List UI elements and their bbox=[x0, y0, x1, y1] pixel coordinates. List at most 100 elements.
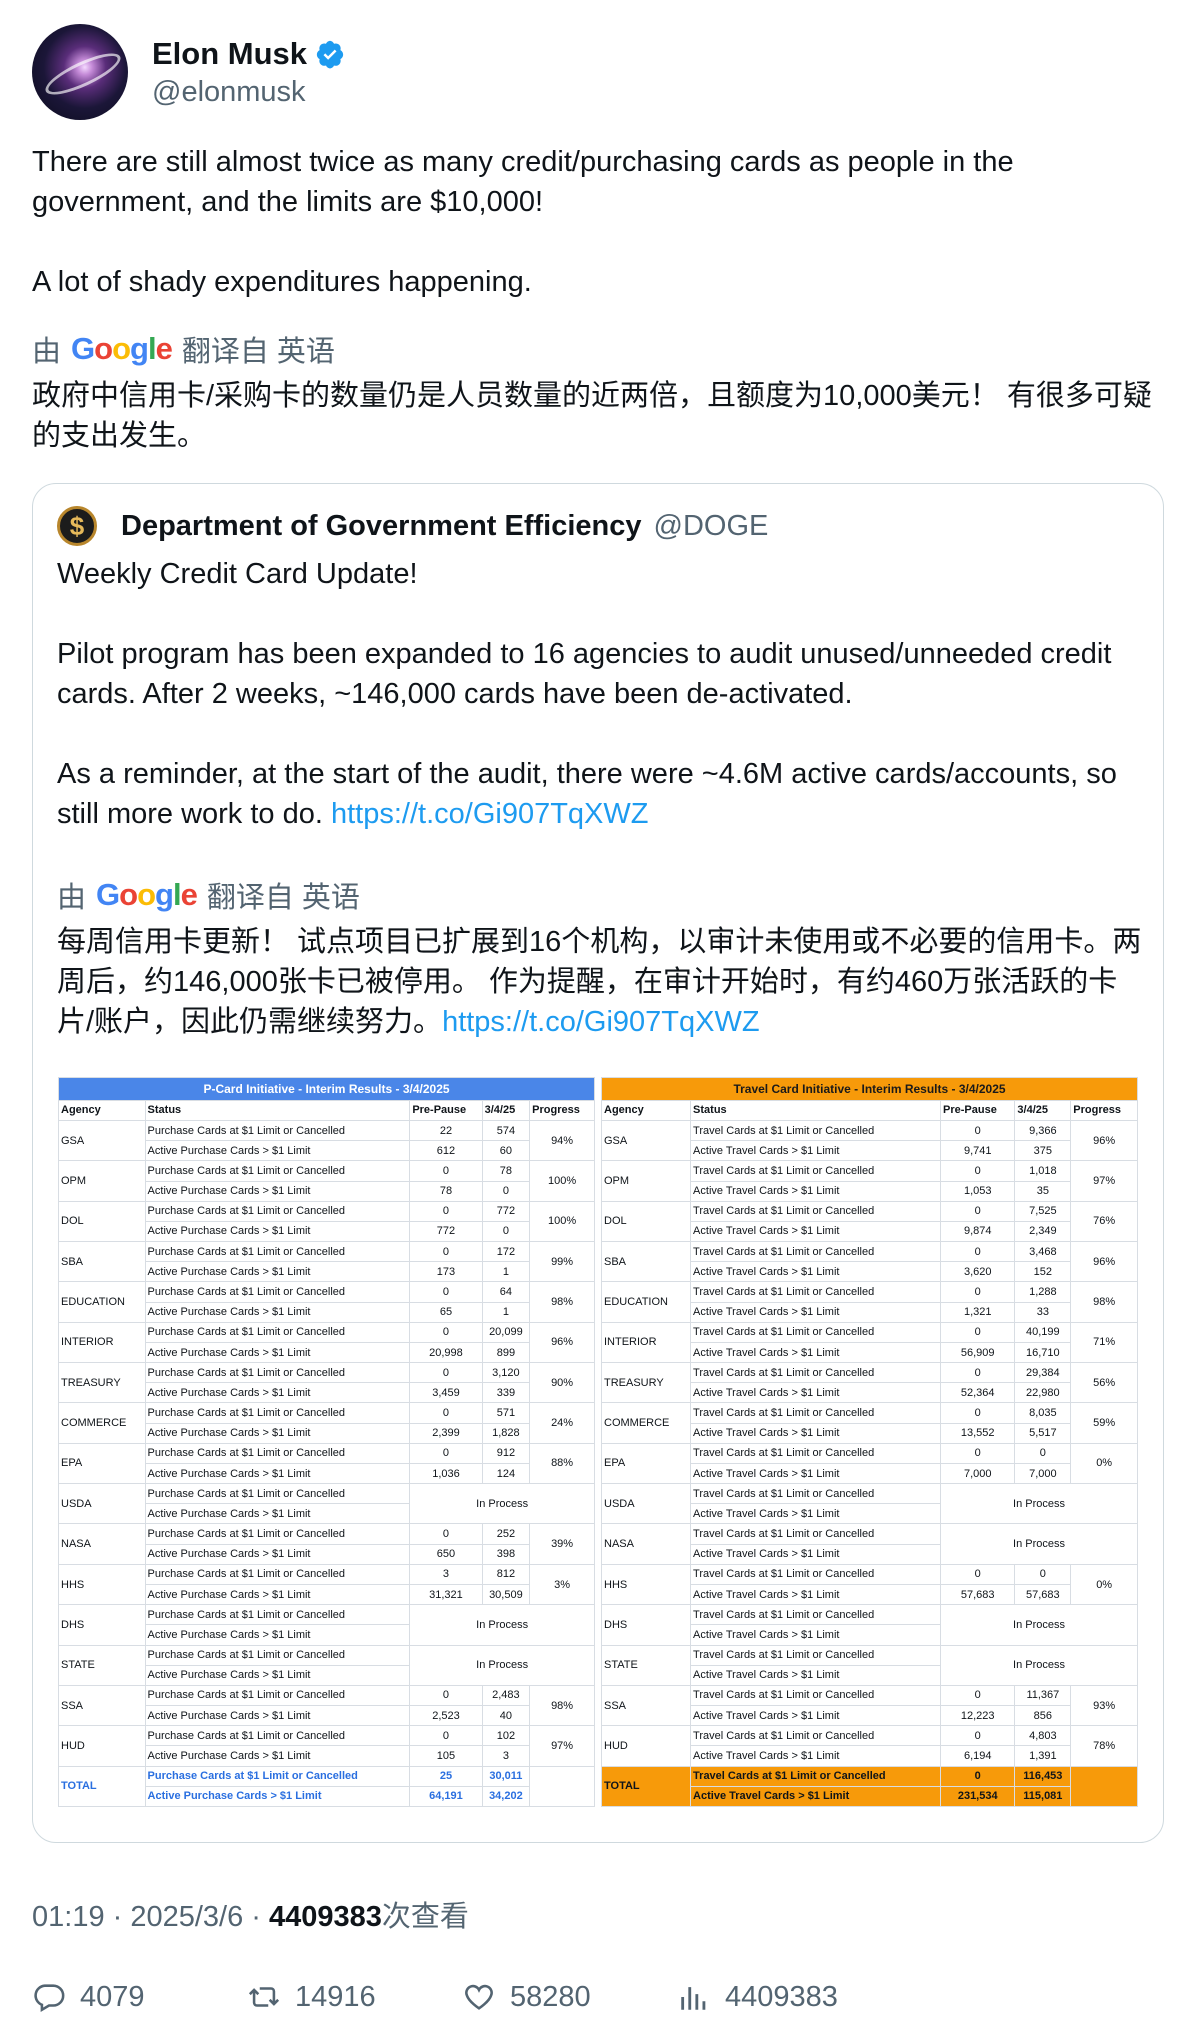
current-cell: 571 bbox=[481, 1402, 531, 1424]
table-row: COMMERCE Purchase Cards at $1 Limit or Ca… bbox=[58, 1402, 595, 1444]
status-cell: Active Purchase Cards > $1 Limit bbox=[144, 1664, 411, 1686]
table-row: DHS Travel Cards at $1 Limit or Cancelled… bbox=[600, 1604, 1138, 1646]
agency-cell: EPA bbox=[600, 1442, 692, 1485]
table-row: NASA Purchase Cards at $1 Limit or Cancel… bbox=[58, 1523, 595, 1565]
current-cell: 9,366 bbox=[1014, 1120, 1072, 1142]
current-cell: 0 bbox=[1014, 1563, 1072, 1586]
agency-cell: STATE bbox=[58, 1644, 146, 1686]
status-cell: Active Purchase Cards > $1 Limit bbox=[144, 1462, 411, 1485]
status-cell: Active Purchase Cards > $1 Limit bbox=[144, 1220, 411, 1243]
column-header: 3/4/25 bbox=[1014, 1099, 1072, 1122]
column-header: Status bbox=[144, 1099, 411, 1122]
table-row: Active Travel Cards > $1 Limit 13,552 5,51… bbox=[602, 1422, 1138, 1444]
progress-cell: 96% bbox=[529, 1321, 595, 1364]
progress-cell: 56% bbox=[1070, 1362, 1138, 1404]
status-cell: Purchase Cards at $1 Limit or Cancelled bbox=[144, 1281, 411, 1303]
pre-pause-cell: 0 bbox=[940, 1241, 1016, 1263]
status-cell: Purchase Cards at $1 Limit or Cancelled bbox=[144, 1644, 411, 1666]
status-cell: Purchase Cards at $1 Limit or Cancelled bbox=[144, 1604, 411, 1626]
pre-pause-cell: 20,998 bbox=[409, 1341, 483, 1364]
total-status: Travel Cards at $1 Limit or Cancelled bbox=[690, 1765, 942, 1787]
retweet-button[interactable]: 14916 bbox=[247, 1980, 462, 2014]
total-value: 115,081 bbox=[1014, 1785, 1072, 1808]
author-name[interactable]: Elon Musk bbox=[152, 35, 308, 71]
retweet-count: 14916 bbox=[295, 1980, 376, 2013]
current-cell: 3,468 bbox=[1014, 1241, 1072, 1263]
doge-avatar-icon[interactable]: $ bbox=[57, 506, 97, 546]
pre-pause-cell: 65 bbox=[409, 1301, 483, 1323]
current-cell: 40 bbox=[481, 1705, 531, 1727]
table-row: Active Purchase Cards > $1 Limit 612 60 bbox=[59, 1140, 595, 1162]
author-handle[interactable]: @elonmusk bbox=[152, 75, 306, 108]
status-cell: Active Travel Cards > $1 Limit bbox=[690, 1462, 942, 1485]
agency-cell: HHS bbox=[58, 1563, 146, 1606]
avatar[interactable] bbox=[32, 24, 128, 120]
current-cell: 0 bbox=[481, 1220, 531, 1243]
tweet-meta: 01:19 · 2025/3/6 · 4409383次查看 bbox=[32, 1893, 469, 1935]
table-row: HHS Travel Cards at $1 Limit or Cancelled… bbox=[600, 1563, 1138, 1606]
status-cell: Active Purchase Cards > $1 Limit bbox=[144, 1422, 411, 1444]
progress-cell: 100% bbox=[529, 1160, 595, 1202]
current-cell: 1,828 bbox=[481, 1422, 531, 1444]
total-empty bbox=[529, 1765, 595, 1808]
pre-pause-cell: 0 bbox=[940, 1442, 1016, 1464]
current-cell: 40,199 bbox=[1014, 1321, 1072, 1343]
pre-pause-cell: 0 bbox=[409, 1523, 483, 1545]
agency-cell: COMMERCE bbox=[600, 1402, 692, 1444]
pre-pause-cell: 0 bbox=[409, 1160, 483, 1182]
column-header: Pre-Pause bbox=[409, 1099, 483, 1122]
table-row: USDA Travel Cards at $1 Limit or Cancelle… bbox=[600, 1483, 1138, 1525]
status-cell: Travel Cards at $1 Limit or Cancelled bbox=[690, 1644, 942, 1666]
table-row: Active Purchase Cards > $1 Limit 65 1 bbox=[59, 1301, 595, 1323]
agency-cell: DHS bbox=[58, 1604, 146, 1646]
action-bar: 4079 14916 58280 4409383 bbox=[32, 1980, 1162, 2014]
table-row: OPM Purchase Cards at $1 Limit or Cancell… bbox=[58, 1160, 595, 1202]
quote-link[interactable]: https://t.co/Gi907TqXWZ bbox=[330, 798, 649, 830]
agency-cell: TREASURY bbox=[58, 1362, 146, 1404]
current-cell: 912 bbox=[481, 1442, 531, 1464]
table-row: INTERIOR Travel Cards at $1 Limit or Canc… bbox=[600, 1321, 1138, 1364]
status-cell: Purchase Cards at $1 Limit or Cancelled bbox=[144, 1442, 411, 1464]
column-header: Agency bbox=[600, 1099, 692, 1122]
agency-cell: INTERIOR bbox=[58, 1321, 146, 1364]
in-process-cell: In Process bbox=[940, 1483, 1138, 1525]
translated-by-suffix: 翻译自 英语 bbox=[181, 336, 335, 368]
status-cell: Active Purchase Cards > $1 Limit bbox=[144, 1341, 411, 1364]
quote-author-handle: @DOGE bbox=[653, 509, 769, 542]
pre-pause-cell: 2,399 bbox=[409, 1422, 483, 1444]
status-cell: Active Travel Cards > $1 Limit bbox=[690, 1745, 942, 1767]
reply-button[interactable]: 4079 bbox=[32, 1980, 247, 2014]
pre-pause-cell: 0 bbox=[940, 1160, 1016, 1182]
progress-cell: 99% bbox=[529, 1241, 595, 1283]
status-cell: Active Travel Cards > $1 Limit bbox=[690, 1705, 942, 1727]
current-cell: 8,035 bbox=[1014, 1402, 1072, 1424]
status-cell: Travel Cards at $1 Limit or Cancelled bbox=[690, 1120, 942, 1142]
translated-by: 由 Google 翻译自 英语 bbox=[32, 328, 335, 370]
table-row: SBA Travel Cards at $1 Limit or Cancelled… bbox=[600, 1241, 1138, 1283]
quoted-tweet[interactable]: $ Department of Government Efficiency @D… bbox=[32, 483, 1164, 1843]
pre-pause-cell: 3,620 bbox=[940, 1261, 1016, 1283]
views-button[interactable]: 4409383 bbox=[677, 1980, 892, 2014]
table-row: Active Travel Cards > $1 Limit 6,194 1,391 bbox=[602, 1745, 1138, 1767]
view-suffix: 次查看 bbox=[381, 1901, 469, 1933]
agency-cell: EPA bbox=[58, 1442, 146, 1485]
table-row: EDUCATION Purchase Cards at $1 Limit or C… bbox=[58, 1281, 595, 1323]
status-cell: Purchase Cards at $1 Limit or Cancelled bbox=[144, 1362, 411, 1384]
quote-text: Weekly Credit Card Update! Pilot program… bbox=[57, 558, 1117, 830]
current-cell: 1,288 bbox=[1014, 1281, 1072, 1303]
quote-translation-link[interactable]: https://t.co/Gi907TqXWZ bbox=[442, 1006, 760, 1038]
column-header: Status bbox=[690, 1099, 942, 1122]
table-row: EPA Purchase Cards at $1 Limit or Cancell… bbox=[58, 1442, 595, 1485]
progress-cell: 97% bbox=[529, 1725, 595, 1767]
table-row: STATE Travel Cards at $1 Limit or Cancell… bbox=[600, 1644, 1138, 1686]
tweet-timestamp[interactable]: 01:19 · 2025/3/6 · bbox=[32, 1901, 269, 1933]
status-cell: Purchase Cards at $1 Limit or Cancelled bbox=[144, 1402, 411, 1424]
status-cell: Travel Cards at $1 Limit or Cancelled bbox=[690, 1523, 942, 1545]
like-button[interactable]: 58280 bbox=[462, 1980, 677, 2014]
table-row: SBA Purchase Cards at $1 Limit or Cancell… bbox=[58, 1241, 595, 1283]
current-cell: 812 bbox=[481, 1563, 531, 1586]
table-row: EPA Travel Cards at $1 Limit or Cancelled… bbox=[600, 1442, 1138, 1485]
table-row: Active Purchase Cards > $1 Limit 2,523 40 bbox=[59, 1705, 595, 1727]
table-row: Active Travel Cards > $1 Limit 3,620 152 bbox=[602, 1261, 1138, 1283]
results-image[interactable]: P-Card Initiative - Interim Results - 3/… bbox=[58, 1077, 1138, 1808]
